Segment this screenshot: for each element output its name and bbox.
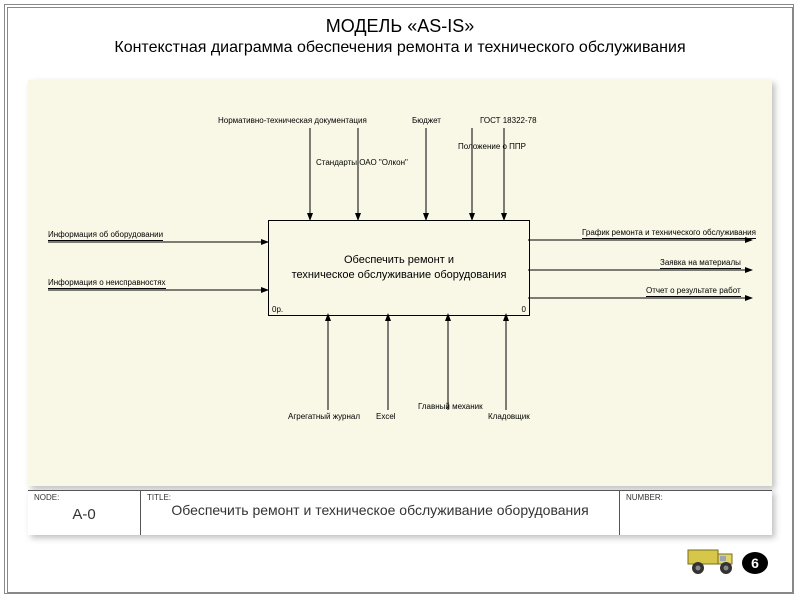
control-label: ГОСТ 18322-78 xyxy=(480,116,537,125)
footer-number-cell: NUMBER: xyxy=(620,491,772,535)
output-label: Заявка на материалы xyxy=(660,258,741,269)
page-number-badge: 6 xyxy=(742,552,768,574)
control-label: Положение о ППР xyxy=(458,142,526,151)
control-label: Стандарты ОАО "Олкон" xyxy=(316,158,408,167)
input-label: Информация о неисправностях xyxy=(48,278,166,289)
truck-icon xyxy=(686,542,742,578)
process-line-1: Обеспечить ремонт и xyxy=(344,254,454,266)
title-line-1: МОДЕЛЬ «AS-IS» xyxy=(8,16,792,37)
diagram-panel: Обеспечить ремонт и техническое обслужив… xyxy=(28,80,772,486)
output-label: График ремонта и технического обслуживан… xyxy=(582,228,756,239)
footer-title-cell: TITLE: Обеспечить ремонт и техническое о… xyxy=(141,491,620,535)
footer-node-label: NODE: xyxy=(34,493,134,502)
process-box: Обеспечить ремонт и техническое обслужив… xyxy=(268,220,530,316)
output-label: Отчет о результате работ xyxy=(646,286,741,297)
mechanism-label: Excel xyxy=(376,412,396,421)
input-label: Информация об оборудовании xyxy=(48,230,163,241)
process-corner-br: 0 xyxy=(522,305,526,314)
mechanism-label: Главный механик xyxy=(418,402,483,411)
footer-title-label: TITLE: xyxy=(147,493,171,502)
title-area: МОДЕЛЬ «AS-IS» Контекстная диаграмма обе… xyxy=(8,8,792,57)
process-line-2: техническое обслуживание оборудования xyxy=(292,269,507,281)
footer-number-label: NUMBER: xyxy=(626,493,766,502)
footer-panel: NODE: A-0 TITLE: Обеспечить ремонт и тех… xyxy=(28,490,772,535)
outer-frame: МОДЕЛЬ «AS-IS» Контекстная диаграмма обе… xyxy=(4,4,794,594)
control-label: Бюджет xyxy=(412,116,441,125)
footer-node-cell: NODE: A-0 xyxy=(28,491,141,535)
inner-frame: МОДЕЛЬ «AS-IS» Контекстная диаграмма обе… xyxy=(7,7,793,593)
mechanism-label: Агрегатный журнал xyxy=(288,412,360,421)
control-label: Нормативно-техническая документация xyxy=(218,116,367,125)
process-text: Обеспечить ремонт и техническое обслужив… xyxy=(292,253,507,283)
page-number: 6 xyxy=(751,555,759,571)
mechanism-label: Кладовщик xyxy=(488,412,530,421)
process-corner-bl: 0р. xyxy=(272,305,283,314)
footer-node-value: A-0 xyxy=(72,506,95,523)
title-line-2: Контекстная диаграмма обеспечения ремонт… xyxy=(8,39,792,57)
footer-title-value: Обеспечить ремонт и техническое обслужив… xyxy=(147,502,613,520)
